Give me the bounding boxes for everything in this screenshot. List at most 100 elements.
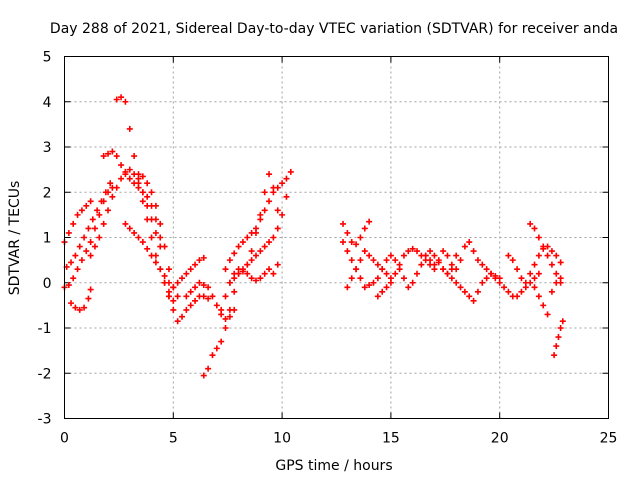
data-point xyxy=(222,266,229,273)
series-arc-27 xyxy=(527,220,564,286)
series-arc-20 xyxy=(344,248,394,291)
data-point xyxy=(531,261,538,268)
data-point xyxy=(383,257,390,264)
series-arc-18 xyxy=(340,218,373,248)
data-point xyxy=(170,306,177,313)
data-point xyxy=(157,234,164,241)
data-point xyxy=(91,225,98,232)
data-point xyxy=(122,171,129,178)
data-point xyxy=(100,153,107,160)
data-point xyxy=(470,248,477,255)
data-point xyxy=(113,96,120,103)
data-point xyxy=(474,257,481,264)
data-point xyxy=(344,229,351,236)
data-point xyxy=(107,180,114,187)
data-point xyxy=(131,153,138,160)
data-point xyxy=(527,270,534,277)
data-point xyxy=(118,175,125,182)
data-point xyxy=(144,245,151,252)
data-point xyxy=(200,282,207,289)
data-point xyxy=(76,306,83,313)
data-point xyxy=(74,211,81,218)
axes: 0 5 10 15 20 25 -3 -2 -1 0 1 2 3 4 5 xyxy=(38,50,618,447)
data-point xyxy=(152,202,159,209)
data-point xyxy=(551,352,558,359)
data-point xyxy=(122,98,129,105)
data-point xyxy=(196,279,203,286)
y-tick-label: -3 xyxy=(38,412,52,428)
data-point xyxy=(270,234,277,241)
data-point xyxy=(139,198,146,205)
x-tick-label: 0 xyxy=(60,431,69,447)
data-point xyxy=(105,150,112,157)
series-arc-2 xyxy=(61,198,94,246)
data-point xyxy=(98,198,105,205)
data-point xyxy=(192,297,199,304)
data-point xyxy=(535,252,542,259)
data-point xyxy=(527,220,534,227)
data-point xyxy=(374,261,381,268)
data-point xyxy=(535,270,542,277)
series-arc-23 xyxy=(422,239,486,273)
data-point xyxy=(553,270,560,277)
data-point xyxy=(70,275,77,282)
series-arc-15 xyxy=(226,193,290,286)
data-point xyxy=(122,220,129,227)
data-point xyxy=(139,173,146,180)
data-point xyxy=(187,302,194,309)
data-point xyxy=(457,284,464,291)
data-point xyxy=(553,279,560,286)
data-point xyxy=(222,293,229,300)
data-point xyxy=(213,345,220,352)
data-point xyxy=(94,207,101,214)
data-point xyxy=(453,279,460,286)
data-point xyxy=(244,270,251,277)
data-point xyxy=(274,207,281,214)
data-point xyxy=(135,171,142,178)
data-point xyxy=(392,270,399,277)
data-point xyxy=(126,175,133,182)
data-point xyxy=(218,338,225,345)
data-point xyxy=(118,94,125,101)
data-point xyxy=(226,257,233,264)
data-point xyxy=(161,279,168,286)
data-point xyxy=(353,266,360,273)
data-point xyxy=(231,250,238,257)
data-point xyxy=(374,293,381,300)
data-point xyxy=(274,225,281,232)
data-point xyxy=(248,248,255,255)
data-point xyxy=(100,220,107,227)
series-arc-6 xyxy=(100,148,164,241)
series-arc-14 xyxy=(222,168,294,273)
x-tick-label: 20 xyxy=(491,431,509,447)
data-point xyxy=(392,257,399,264)
series-arc-17 xyxy=(218,261,281,313)
data-point xyxy=(85,295,92,302)
y-axis-label: SDTVAR / TECUs xyxy=(7,181,23,296)
data-point xyxy=(340,239,347,246)
data-point xyxy=(68,259,75,266)
data-point xyxy=(179,275,186,282)
data-point xyxy=(174,293,181,300)
data-point xyxy=(470,297,477,304)
data-point xyxy=(553,252,560,259)
data-point xyxy=(344,284,351,291)
data-point xyxy=(518,275,525,282)
data-point xyxy=(235,243,242,250)
data-point xyxy=(170,284,177,291)
data-point xyxy=(531,284,538,291)
series-arc-10 xyxy=(161,279,212,325)
data-point xyxy=(353,241,360,248)
x-tick-label: 15 xyxy=(382,431,400,447)
x-tick-label: 5 xyxy=(169,431,178,447)
y-tick-label: 1 xyxy=(43,231,52,247)
data-point xyxy=(422,252,429,259)
data-point xyxy=(483,275,490,282)
data-point xyxy=(235,266,242,273)
data-point xyxy=(96,234,103,241)
data-point xyxy=(139,239,146,246)
data-point xyxy=(74,266,81,273)
data-point xyxy=(396,266,403,273)
data-point xyxy=(192,261,199,268)
